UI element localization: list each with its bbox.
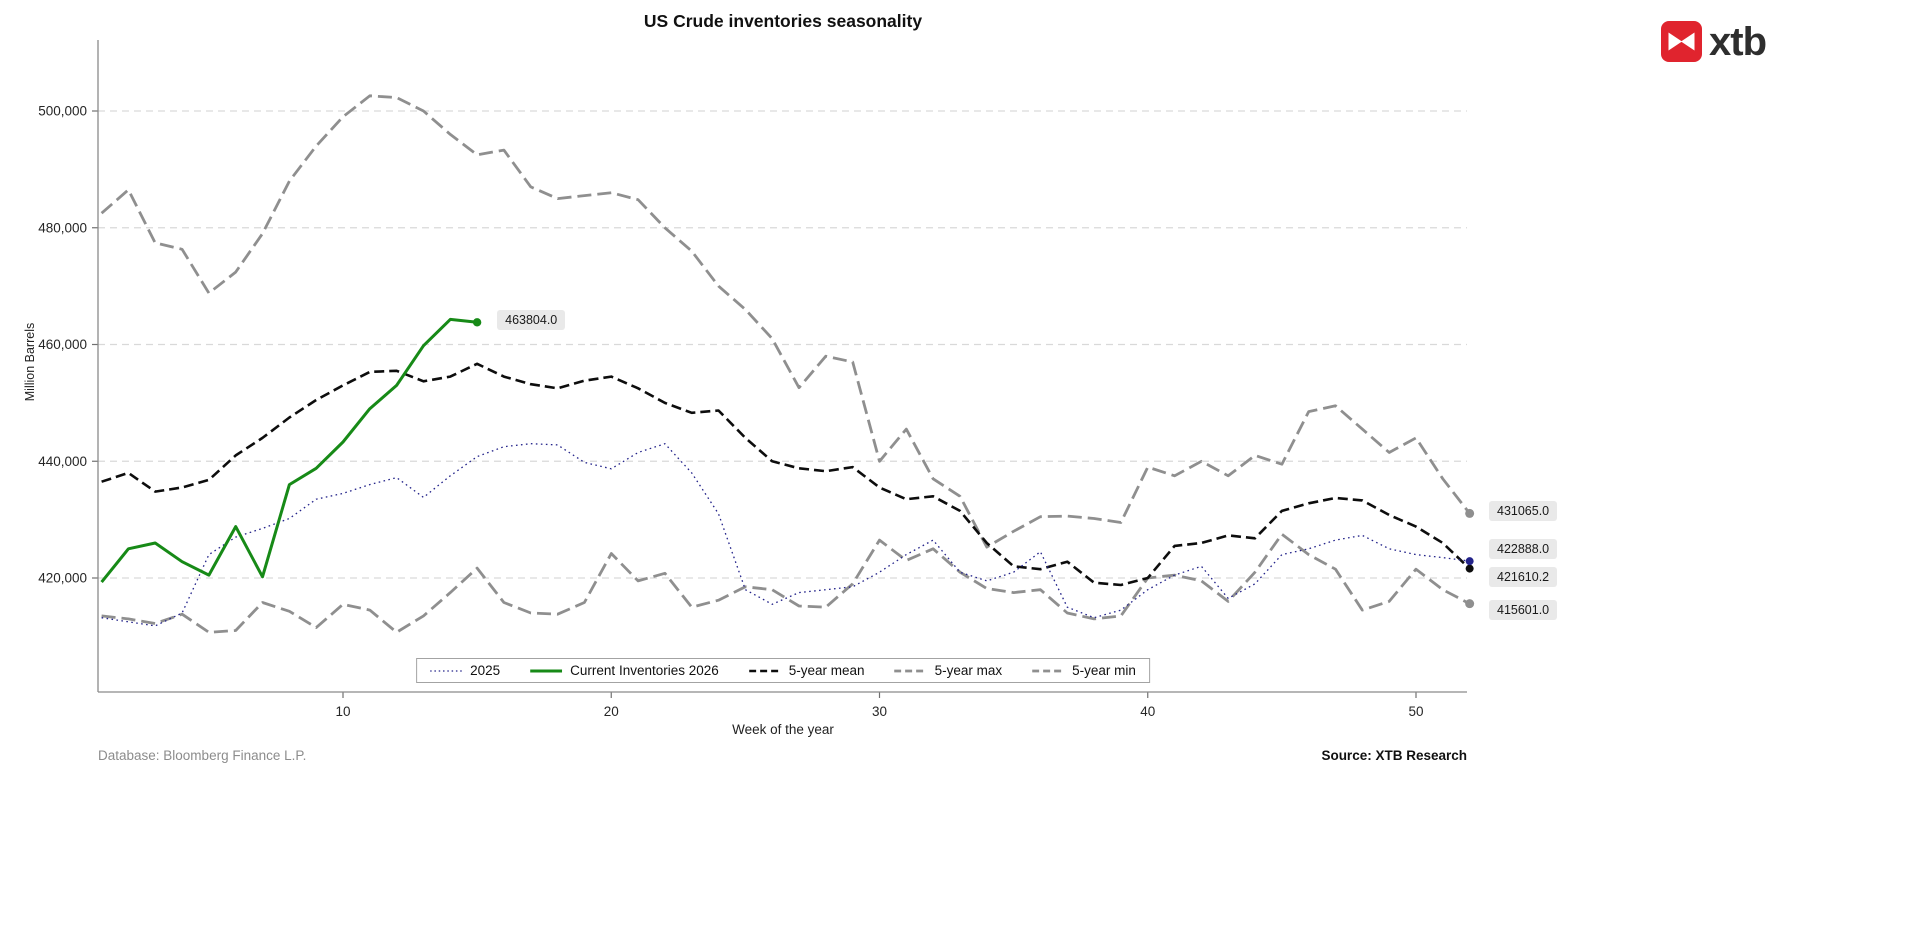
value-label-431065.0: 431065.0 <box>1489 501 1558 522</box>
legend-label-5-year-max: 5-year max <box>934 663 1003 678</box>
legend-item-current-inventories-2026: Current Inventories 2026 <box>530 663 719 678</box>
series-line-5-year-min <box>101 532 1471 634</box>
x-tick-label: 30 <box>872 704 887 719</box>
legend-line-sample-5-year-mean <box>748 665 781 677</box>
legend-item-5-year-min: 5-year min <box>1032 663 1136 678</box>
xtb-logo-icon <box>1661 21 1702 62</box>
series-end-marker-2025 <box>1465 557 1474 566</box>
series-end-marker-current-inventories-2026 <box>472 318 482 327</box>
legend-item-5-year-max: 5-year max <box>894 663 1003 678</box>
y-tick-label: 480,000 <box>38 220 87 235</box>
x-tick-label: 40 <box>1140 704 1155 719</box>
series-line-5-year-mean <box>101 362 1471 587</box>
legend-line-sample-5-year-max <box>894 665 927 677</box>
series-end-marker-5-year-mean <box>1465 564 1474 573</box>
series-line-current-inventories-2026 <box>100 317 478 584</box>
legend: 2025 Current Inventories 2026 5-year mea… <box>416 658 1150 683</box>
y-tick-label: 440,000 <box>38 454 87 469</box>
value-label-415601.0: 415601.0 <box>1489 599 1558 620</box>
series-line-5-year-max <box>100 94 1471 549</box>
x-tick-label: 20 <box>604 704 619 719</box>
value-label-463804.0: 463804.0 <box>497 310 566 331</box>
series-line-2025 <box>101 443 1470 627</box>
xtb-logo-text: xtb <box>1709 19 1767 64</box>
legend-label-5-year-min: 5-year min <box>1072 663 1136 678</box>
series-end-marker-5-year-min <box>1465 599 1475 609</box>
legend-item-5-year-mean: 5-year mean <box>748 663 865 678</box>
database-credit: Database: Bloomberg Finance L.P. <box>98 748 307 763</box>
series-end-marker-5-year-max <box>1465 508 1475 518</box>
x-axis-label: Week of the year <box>732 722 834 737</box>
legend-line-sample-5-year-min <box>1032 665 1065 677</box>
legend-label-current-2026: Current Inventories 2026 <box>570 663 719 678</box>
y-tick-label: 500,000 <box>38 104 87 119</box>
legend-label-5-year-mean: 5-year mean <box>788 663 865 678</box>
y-axis-label: Million Barrels <box>23 322 37 402</box>
value-label-422888.0: 422888.0 <box>1489 539 1558 560</box>
y-tick-label: 420,000 <box>38 571 87 586</box>
legend-label-2025: 2025 <box>470 663 501 678</box>
value-label-421610.2: 421610.2 <box>1489 566 1558 587</box>
xtb-logo: xtb <box>1661 19 1767 64</box>
x-tick-label: 10 <box>335 704 350 719</box>
y-tick-label: 460,000 <box>38 337 87 352</box>
source-credit: Source: XTB Research <box>1321 748 1467 763</box>
legend-item-2025: 2025 <box>430 663 500 678</box>
chart-title: US Crude inventories seasonality <box>643 11 923 31</box>
legend-line-sample-2025 <box>430 665 463 677</box>
legend-line-sample-current-2026 <box>530 665 563 677</box>
x-tick-label: 50 <box>1408 704 1423 719</box>
